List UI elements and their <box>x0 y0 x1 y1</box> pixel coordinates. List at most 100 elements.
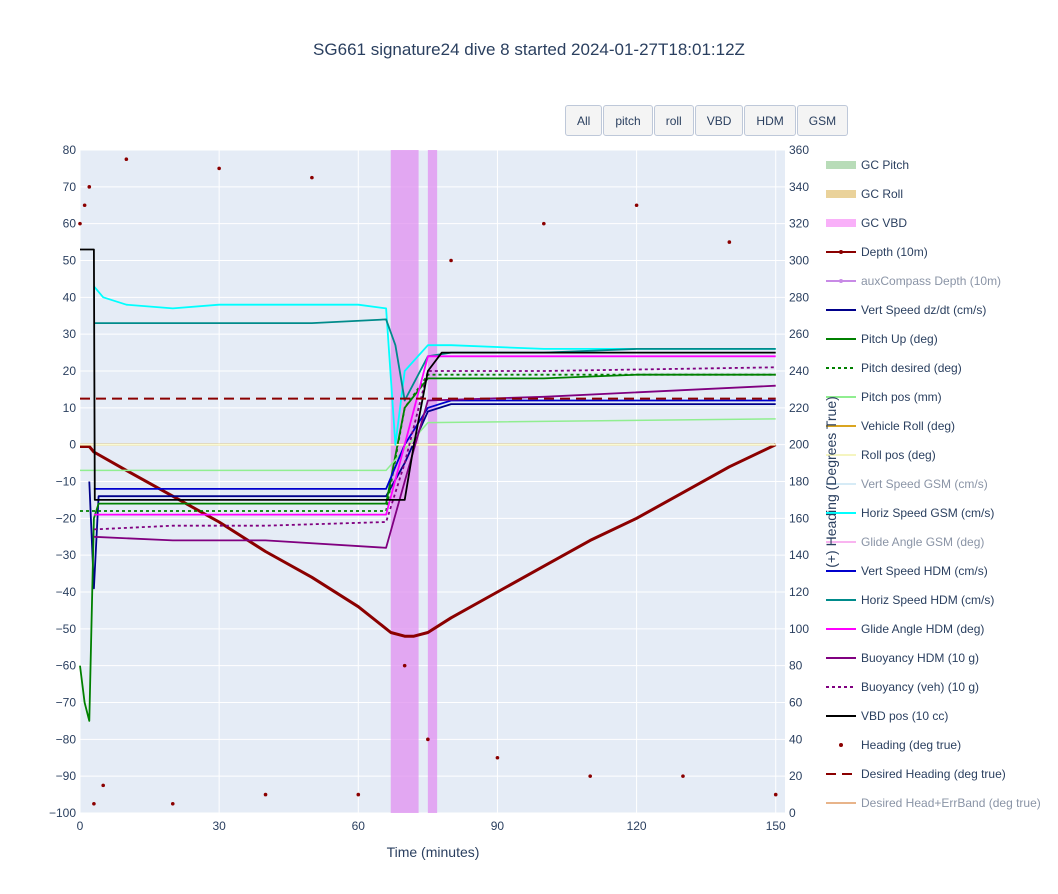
y2-tick-label: 40 <box>789 732 803 746</box>
x-axis-title: Time (minutes) <box>387 844 480 860</box>
y2-tick-label: 340 <box>789 180 809 194</box>
y2-tick-label: 80 <box>789 659 803 673</box>
y2-tick-label: 260 <box>789 327 809 341</box>
legend-label: Desired Head+ErrBand (deg true) <box>861 796 1041 810</box>
legend-label: Vert Speed HDM (cm/s) <box>861 564 988 578</box>
heading-point <box>87 185 92 189</box>
glide-angle-hdm-deg-line <box>93 355 776 516</box>
legend-item-desired-head-errband-deg-true: Desired Head+ErrBand (deg true) <box>826 796 1041 810</box>
y2-tick-label: 320 <box>789 217 809 231</box>
legend-item-glide-angle-gsm-deg: Glide Angle GSM (deg) <box>826 535 984 549</box>
legend-label: Glide Angle HDM (deg) <box>861 622 984 636</box>
legend-label: Vert Speed dz/dt (cm/s) <box>861 303 986 317</box>
y-tick-label: 80 <box>63 143 77 157</box>
pitch-button[interactable]: pitch <box>603 105 653 136</box>
y2-tick-label: 120 <box>789 585 809 599</box>
y2-tick-label: 160 <box>789 511 809 525</box>
trace-filter-buttons: All pitch roll VBD HDM GSM <box>565 105 849 138</box>
legend-label: Heading (deg true) <box>861 738 961 752</box>
y-tick-label: 70 <box>63 180 77 194</box>
legend-item-glide-angle-hdm-deg: Glide Angle HDM (deg) <box>826 622 984 636</box>
heading-point <box>263 792 268 797</box>
buoyancy-hdm-10-g-line <box>93 384 776 549</box>
gsm-button[interactable]: GSM <box>796 105 849 136</box>
heading-point <box>542 221 546 226</box>
x-tick-label: 60 <box>352 819 366 833</box>
depth-10m-line <box>80 443 777 638</box>
vbd-pos-10-cc-line <box>80 248 776 501</box>
y-tick-label: 0 <box>69 438 76 452</box>
legend-label: Depth (10m) <box>861 245 928 259</box>
legend-label: GC Pitch <box>861 158 909 172</box>
legend-label: Buoyancy (veh) (10 g) <box>861 680 979 694</box>
heading-point <box>124 157 129 162</box>
legend-item-buoyancy-veh-10-g: Buoyancy (veh) (10 g) <box>826 680 979 694</box>
heading-point <box>310 175 314 180</box>
heading-point <box>727 240 732 244</box>
legend-item-gc-pitch: GC Pitch <box>826 158 909 172</box>
y-tick-label: 20 <box>63 364 77 378</box>
vert-speed-hdm-cm-s-line <box>93 399 776 490</box>
heading-point <box>356 792 361 797</box>
legend-marker <box>839 250 843 254</box>
heading-point <box>426 737 430 742</box>
y2-tick-label: 240 <box>789 364 809 378</box>
y2-axis-title: (+) Heading (Degrees True) <box>823 396 839 568</box>
y-tick-label: −20 <box>56 511 77 525</box>
gc-vbd-region <box>427 150 438 813</box>
heading-point <box>170 801 175 806</box>
legend-item-gc-vbd: GC VBD <box>826 216 907 230</box>
y2-tick-label: 180 <box>789 475 809 489</box>
legend-item-roll-pos-deg: Roll pos (deg) <box>826 448 936 462</box>
heading-point <box>92 801 96 806</box>
hdm-button[interactable]: HDM <box>744 105 796 136</box>
y-tick-label: −50 <box>56 622 77 636</box>
legend-label: VBD pos (10 cc) <box>861 709 948 723</box>
y-tick-label: −100 <box>49 806 76 820</box>
vert-speed-dz-dt-cm-s-line <box>88 403 776 590</box>
y2-tick-label: 280 <box>789 290 809 304</box>
legend-label: Vert Speed GSM (cm/s) <box>861 477 988 491</box>
roll-button[interactable]: roll <box>653 105 694 136</box>
horiz-speed-hdm-cm-s-line <box>93 318 776 402</box>
legend-item-gc-roll: GC Roll <box>826 187 903 201</box>
legend-marker <box>839 279 843 283</box>
heading-point <box>402 663 407 668</box>
legend-label: auxCompass Depth (10m) <box>861 274 1001 288</box>
pitch-pos-mm-line <box>80 418 776 472</box>
legend-label: Pitch desired (deg) <box>861 361 962 375</box>
all-button[interactable]: All <box>565 105 603 136</box>
legend-item-vehicle-roll-deg: Vehicle Roll (deg) <box>826 419 955 433</box>
y2-tick-label: 100 <box>789 622 809 636</box>
legend-label: Desired Heading (deg true) <box>861 767 1006 781</box>
x-tick-label: 0 <box>77 819 84 833</box>
horiz-speed-gsm-cm-s-line <box>93 285 776 446</box>
pitch-up-deg-line <box>79 373 776 722</box>
y2-tick-label: 360 <box>789 143 809 157</box>
legend-label: GC VBD <box>861 216 907 230</box>
y-tick-label: −40 <box>56 585 77 599</box>
y2-tick-label: 140 <box>789 548 809 562</box>
y-tick-label: −70 <box>56 696 77 710</box>
y-tick-label: −30 <box>56 548 77 562</box>
y-tick-label: 10 <box>63 401 77 415</box>
heading-point <box>773 792 778 797</box>
legend-item-vert-speed-dz-dt-cm-s: Vert Speed dz/dt (cm/s) <box>826 303 986 317</box>
x-tick-label: 30 <box>212 819 226 833</box>
legend-label: Pitch Up (deg) <box>861 332 938 346</box>
legend-item-pitch-up-deg: Pitch Up (deg) <box>826 332 938 346</box>
plot-area <box>80 150 785 813</box>
legend-label: Buoyancy HDM (10 g) <box>861 651 979 665</box>
heading-point <box>588 774 592 778</box>
vbd-button[interactable]: VBD <box>694 105 744 136</box>
legend-item-pitch-pos-mm: Pitch pos (mm) <box>826 390 942 404</box>
x-tick-label: 90 <box>491 819 505 833</box>
y-tick-label: 50 <box>63 254 77 268</box>
x-tick-label: 120 <box>627 819 647 833</box>
heading-point <box>681 774 685 778</box>
legend-item-heading-deg-true: Heading (deg true) <box>839 738 961 752</box>
legend-item-vert-speed-gsm-cm-s: Vert Speed GSM (cm/s) <box>826 477 988 491</box>
legend-label: Pitch pos (mm) <box>861 390 942 404</box>
legend-label: Horiz Speed HDM (cm/s) <box>861 593 994 607</box>
